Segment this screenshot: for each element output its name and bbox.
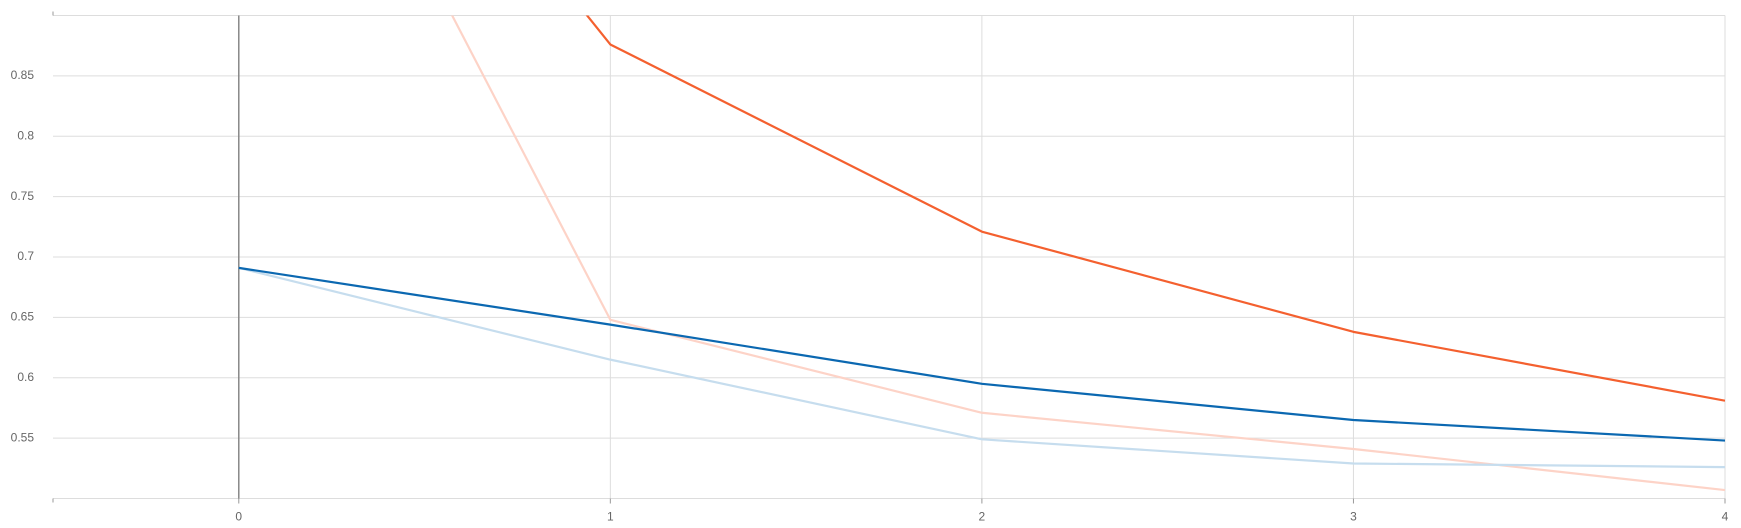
series-line (585, 15, 1725, 402)
x-tick-label: 3 (1350, 510, 1357, 524)
y-tick-label: 0.7 (17, 249, 34, 263)
y-tick-label: 0.8 (17, 128, 34, 142)
y-tick-label: 0.85 (11, 68, 35, 82)
x-tick-label: 0 (235, 510, 242, 524)
series-line (238, 266, 1725, 442)
y-tick-label: 0.6 (17, 370, 34, 384)
x-tick-label: 2 (979, 510, 986, 524)
y-tick-label: 0.75 (11, 189, 35, 203)
grid (52, 11, 1726, 504)
x-tick-label: 1 (607, 510, 614, 524)
labels: 0.55 0.6 0.65 0.7 0.75 0.8 0.85 0 1 2 3 4 (11, 68, 1729, 524)
series-line (450, 15, 1725, 492)
series-line (238, 266, 1725, 469)
y-tick-label: 0.55 (11, 430, 35, 444)
y-tick-label: 0.65 (11, 310, 35, 324)
lines (238, 15, 1725, 492)
x-tick-label: 4 (1722, 510, 1729, 524)
